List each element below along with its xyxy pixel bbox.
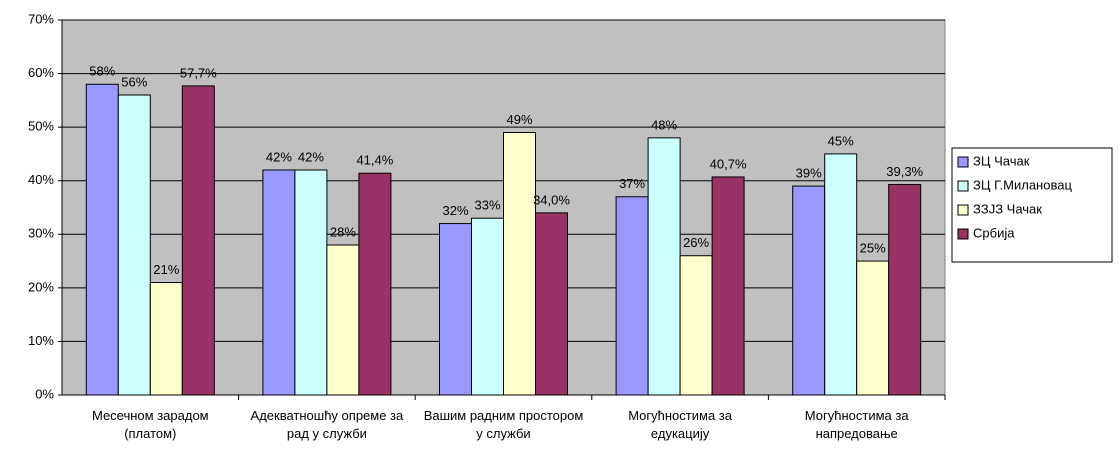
data-label: 39% [796, 166, 822, 181]
legend-label: ЗЦ Чачак [973, 153, 1030, 168]
y-tick-label: 20% [28, 279, 54, 294]
bar [471, 217, 504, 396]
x-tick-label: Адекватношћу опреме за рад у служби [250, 408, 404, 441]
legend-swatch [957, 228, 969, 240]
bar [856, 260, 890, 396]
bar [503, 132, 536, 396]
data-label: 42% [266, 149, 292, 164]
data-label: 58% [89, 64, 115, 79]
bar [358, 172, 392, 396]
data-label: 32% [442, 203, 468, 218]
y-tick-label: 70% [28, 11, 54, 26]
data-label: 26% [683, 235, 709, 250]
data-label: 34,0% [533, 192, 570, 207]
bar [824, 153, 858, 396]
legend-swatch [957, 204, 969, 216]
data-label: 45% [828, 133, 854, 148]
bar [326, 244, 360, 396]
bar [647, 137, 681, 396]
bar [679, 255, 713, 396]
y-tick-label: 10% [28, 333, 54, 348]
x-tick-label: Месечном зарадом (платом) [91, 408, 209, 441]
legend-label: ЗЗЈЗ Чачак [973, 201, 1042, 216]
bar [262, 169, 296, 396]
x-tick-label: Вашим радним простором у служби [423, 408, 584, 441]
bar [85, 83, 119, 396]
bar [149, 282, 183, 396]
y-tick-label: 60% [28, 65, 54, 80]
bar [535, 212, 568, 396]
bar [792, 185, 826, 396]
data-label: 56% [121, 74, 147, 89]
y-tick-label: 50% [28, 119, 54, 134]
data-label: 39,3% [886, 164, 923, 179]
bar [181, 85, 215, 396]
data-label: 37% [619, 176, 645, 191]
bar [439, 223, 472, 396]
x-tick-label: Могућностима за напредовање [804, 408, 909, 441]
x-tick-label: Могућностима за едукацију [628, 408, 732, 441]
data-label: 49% [506, 112, 532, 127]
bar [888, 183, 922, 396]
legend-label: Србија [973, 225, 1015, 240]
data-label: 57,7% [180, 65, 217, 80]
bar [117, 94, 151, 396]
legend-swatch [957, 156, 969, 168]
y-tick-label: 0% [35, 386, 54, 401]
legend-swatch [957, 180, 969, 192]
legend-label: ЗЦ Г.Милановац [973, 177, 1072, 192]
data-label: 48% [651, 117, 677, 132]
bar [615, 196, 649, 396]
data-label: 25% [860, 241, 886, 256]
bar [711, 176, 745, 396]
data-label: 42% [298, 149, 324, 164]
data-label: 40,7% [710, 156, 747, 171]
data-label: 33% [474, 198, 500, 213]
y-tick-label: 30% [28, 226, 54, 241]
legend-box [951, 147, 1113, 263]
data-label: 28% [330, 224, 356, 239]
data-label: 41,4% [356, 153, 393, 168]
bar [294, 169, 328, 396]
data-label: 21% [153, 262, 179, 277]
y-tick-label: 40% [28, 172, 54, 187]
